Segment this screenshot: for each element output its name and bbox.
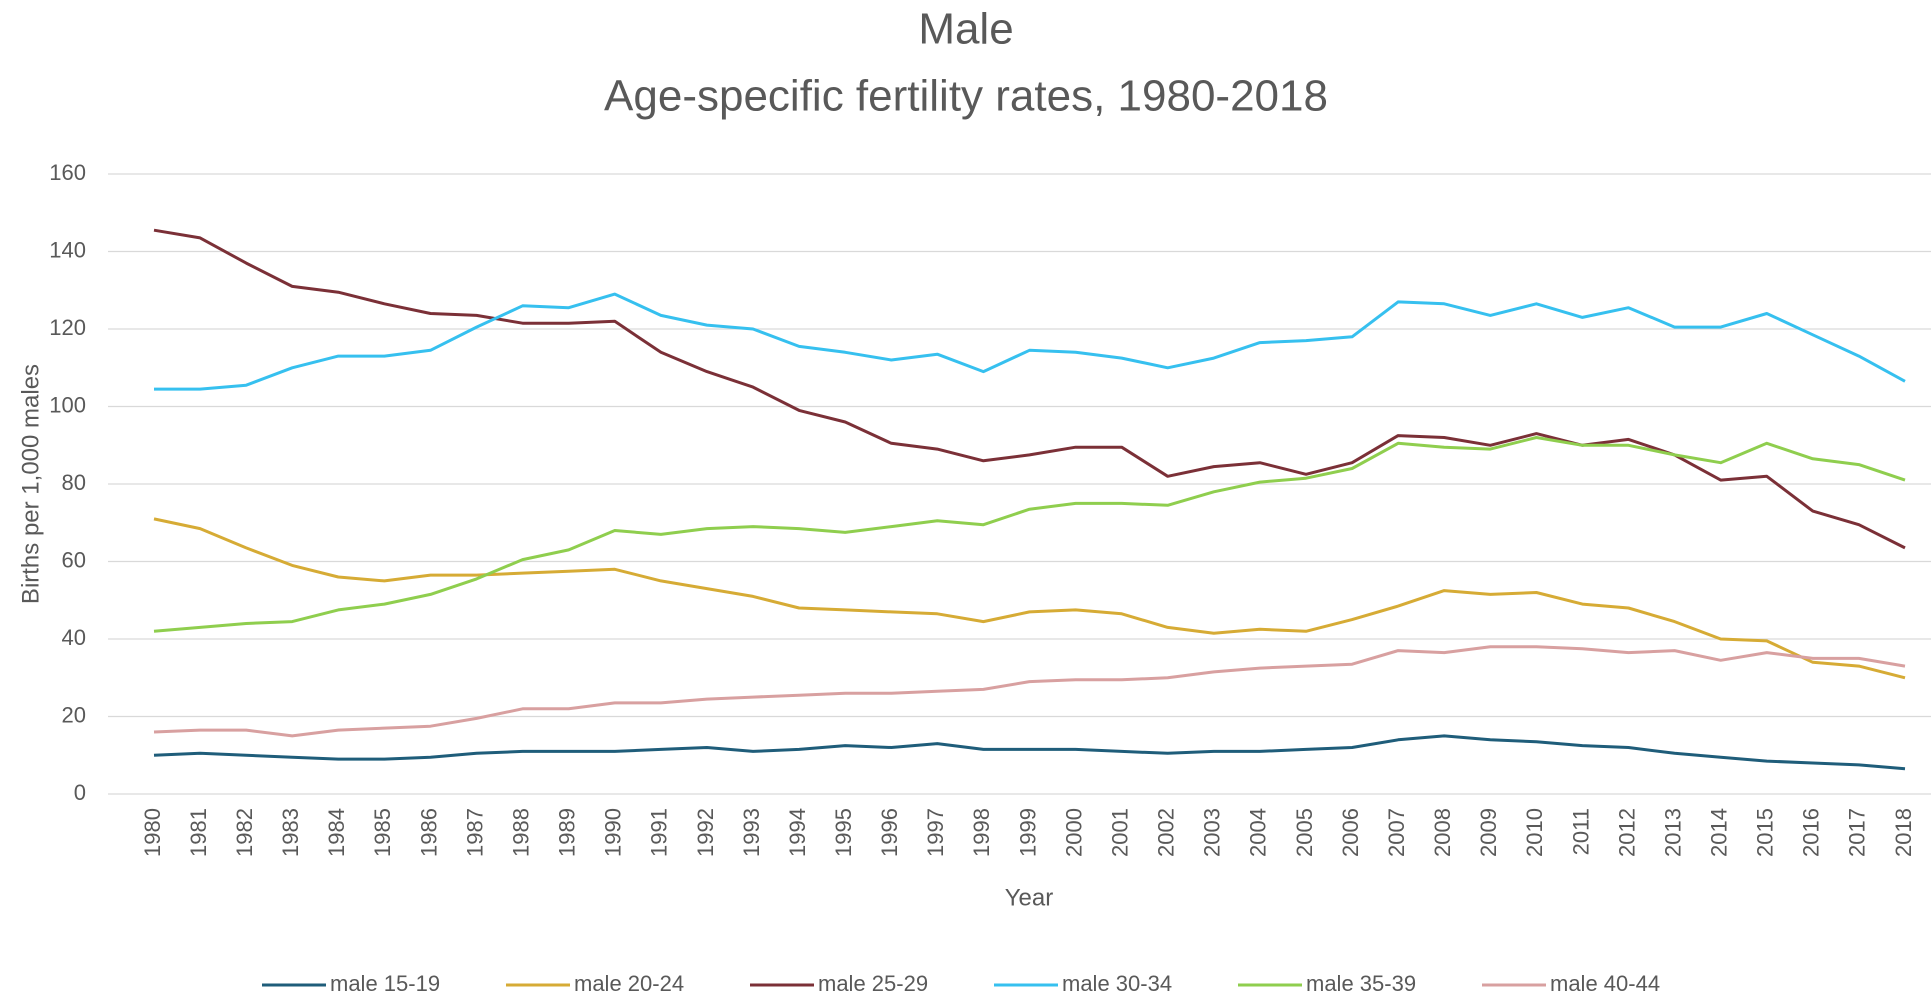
x-tick-label: 1996 [877,808,902,857]
y-tick-label: 140 [49,237,86,262]
x-tick-label: 1989 [555,808,580,857]
x-tick-label: 2012 [1614,808,1639,857]
data-line [153,436,1906,633]
x-tick-label: 2013 [1660,808,1685,857]
x-tick-label: 2015 [1753,808,1778,857]
y-tick-label: 80 [62,470,86,495]
x-tick-label: 1980 [140,808,165,857]
x-tick-label: 2000 [1061,808,1086,857]
chart-title: Male [918,5,1013,54]
x-tick-label: 1981 [186,808,211,857]
x-axis-label: Year [1005,884,1054,911]
x-tick-label: 1994 [785,808,810,857]
x-tick-label: 1998 [969,808,994,857]
x-tick-label: 1988 [508,808,533,857]
x-tick-label: 1999 [1015,808,1040,857]
x-tick-label: 1993 [739,808,764,857]
x-tick-label: 2002 [1154,808,1179,857]
y-tick-label: 0 [74,780,86,805]
x-tick-label: 1982 [232,808,257,857]
y-tick-label: 40 [62,625,86,650]
data-line [154,292,1906,391]
data-line [153,734,1906,771]
x-tick-label: 1995 [831,808,856,857]
x-tick-label: 2006 [1338,808,1363,857]
y-tick-label: 20 [62,702,86,727]
x-tick-label: 2008 [1430,808,1455,857]
x-tick-label: 1985 [370,808,395,857]
x-tick-label: 2018 [1891,808,1916,857]
x-tick-label: 1991 [647,808,672,857]
x-tick-label: 1983 [278,808,303,857]
x-tick-label: 2014 [1706,808,1731,857]
data-line [153,517,1906,680]
legend-label: male 35-39 [1306,971,1416,996]
x-tick-label: 2017 [1845,808,1870,857]
x-tick-label: 2004 [1246,808,1271,857]
y-tick-label: 120 [49,315,86,340]
y-tick-label: 160 [49,160,86,185]
x-tick-label: 1987 [462,808,487,857]
legend-label: male 40-44 [1550,971,1660,996]
data-line [153,645,1906,738]
x-tick-label: 2001 [1107,808,1132,857]
x-tick-label: 2003 [1200,808,1225,857]
x-tick-label: 1984 [324,808,349,857]
chart-subtitle: Age-specific fertility rates, 1980-2018 [604,72,1328,121]
x-tick-label: 1990 [601,808,626,857]
y-tick-label: 60 [62,547,86,572]
y-axis-label: Births per 1,000 males [17,364,44,604]
x-tick-label: 2005 [1292,808,1317,857]
y-tick-label: 100 [49,392,86,417]
x-tick-label: 2011 [1568,808,1593,855]
x-tick-label: 1992 [693,808,718,857]
x-tick-label: 2010 [1522,808,1547,857]
x-tick-label: 2016 [1799,808,1824,857]
legend-label: male 30-34 [1062,971,1172,996]
x-tick-label: 2007 [1384,808,1409,857]
data-line [153,228,1906,550]
legend-label: male 15-19 [330,971,440,996]
x-tick-label: 1986 [416,808,441,857]
x-tick-label: 1997 [923,808,948,857]
legend-label: male 25-29 [818,971,928,996]
x-tick-label: 2009 [1476,808,1501,857]
legend-label: male 20-24 [574,971,684,996]
